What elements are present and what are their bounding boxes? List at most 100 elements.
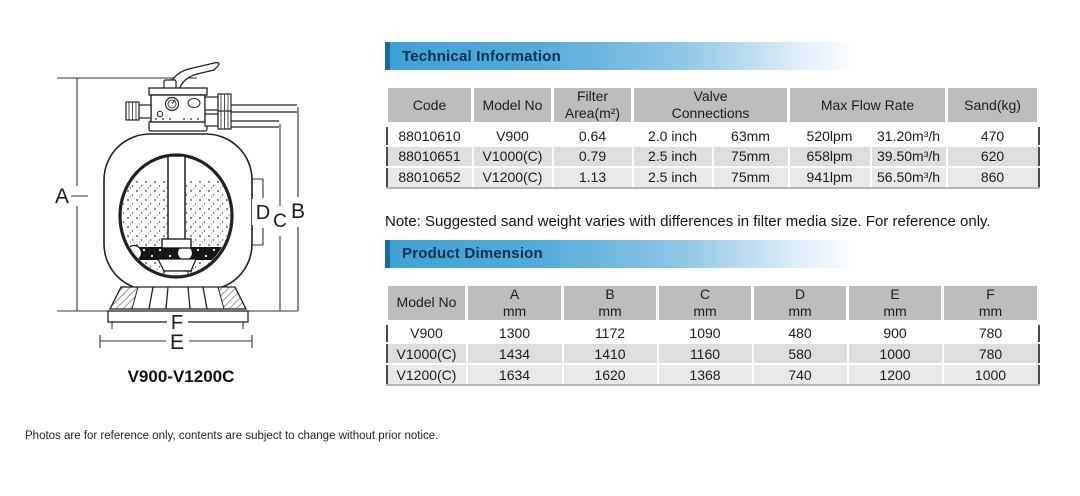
dim-header-unit: mm	[693, 302, 717, 319]
dim-cell: V1000(C)	[385, 342, 468, 365]
technical-table: Code Model No Filter Area(m²) Valve Conn…	[385, 85, 1041, 189]
tech-cell: 75mm	[711, 165, 790, 189]
tech-cell: 620	[945, 144, 1040, 168]
dim-label-f: F	[171, 312, 183, 334]
tech-header-filter-line2: Area(m²)	[564, 105, 621, 121]
tech-header-model: Model No	[471, 85, 554, 127]
filter-diagram: A D C B F E V900-V1200C	[30, 50, 370, 395]
dim-cell: 1300	[465, 321, 564, 344]
dim-cell: 1160	[656, 342, 754, 365]
dim-cell: V1200(C)	[385, 363, 468, 386]
tech-header-filter-line1: Filter	[576, 88, 609, 105]
dim-table-row: V900 1300 1172 1090 480 900 780	[385, 321, 1040, 344]
tech-header-valve-line2: Connections	[671, 105, 750, 121]
dim-cell: 1368	[656, 363, 754, 386]
dim-label-d: D	[256, 202, 270, 224]
dim-cell: 780	[941, 342, 1040, 365]
dim-cell: 1634	[465, 363, 564, 386]
tech-cell: 39.50m³/h	[869, 144, 948, 168]
dimension-table: Model No A mm B mm C mm D m	[385, 282, 1040, 386]
dim-table-row: V1000(C) 1434 1410 1160 580 1000 780	[385, 342, 1040, 365]
dim-cell: 480	[751, 321, 849, 344]
product-dimension-title: Product Dimension	[402, 245, 543, 262]
tech-cell: V1200(C)	[471, 165, 554, 189]
tech-header-filter-area: Filter Area(m²)	[551, 85, 634, 127]
tech-header-sand: Sand(kg)	[945, 85, 1041, 127]
tech-cell: 56.50m³/h	[869, 165, 948, 189]
dim-cell: 1434	[465, 342, 564, 365]
dim-header-row: Model No A mm B mm C mm D m	[385, 282, 1040, 325]
dim-cell: V900	[385, 321, 468, 344]
tech-cell: 470	[945, 123, 1040, 147]
dim-cell: 740	[751, 363, 849, 386]
tech-table-row: 88010652 V1200(C) 1.13 2.5 inch 75mm 941…	[385, 165, 1040, 189]
diagram-model-label: V900-V1200C	[128, 367, 235, 386]
tech-cell: V900	[471, 123, 554, 147]
tech-cell: 75mm	[711, 144, 790, 168]
valve-handle	[168, 61, 220, 91]
dim-header-letter: D	[794, 285, 806, 302]
dim-cell: 780	[941, 321, 1040, 344]
dim-header-a: A mm	[465, 282, 564, 325]
dim-label-b: B	[291, 200, 305, 223]
dim-header-f: F mm	[941, 282, 1040, 325]
tech-header-valve: Valve Connections	[630, 85, 791, 127]
valve-pipes	[231, 104, 297, 128]
tech-header-flow: Max Flow Rate	[787, 85, 949, 127]
multiport-valve	[125, 61, 232, 130]
filter-diagram-svg: A D C B F E V900-V1200C	[55, 61, 308, 386]
dim-label-e: E	[170, 331, 184, 354]
valve-body	[150, 94, 206, 123]
tech-cell: 31.20m³/h	[869, 123, 948, 147]
dim-header-b: B mm	[561, 282, 659, 325]
dim-cell: 1000	[846, 342, 944, 365]
tech-table-row: 88010651 V1000(C) 0.79 2.5 inch 75mm 658…	[385, 144, 1040, 168]
tech-cell: V1000(C)	[471, 144, 554, 168]
dim-label-c: C	[273, 211, 287, 232]
technical-info-bar: Technical Information	[385, 42, 1037, 70]
tech-cell: 88010652	[385, 165, 474, 189]
tech-cell: 1.13	[551, 165, 634, 189]
dim-header-letter: A	[509, 285, 520, 302]
tech-cell: 860	[945, 165, 1040, 189]
dim-header-unit: mm	[502, 302, 527, 319]
content-column: Technical Information Code Model No Filt…	[385, 42, 1041, 386]
tech-header-valve-line1: Valve	[693, 88, 728, 105]
dim-cell: 580	[751, 342, 849, 365]
dim-header-letter: F	[986, 285, 995, 302]
dim-cell: 1410	[561, 342, 659, 365]
dim-cell: 1172	[561, 321, 659, 344]
tech-cell: 0.64	[551, 123, 634, 147]
drain-fitting	[163, 270, 189, 275]
dim-cell: 1090	[656, 321, 754, 344]
dim-label-a: A	[55, 185, 69, 208]
tech-cell: 658lpm	[787, 144, 872, 168]
dim-header-c: C mm	[656, 282, 754, 325]
product-dimension-bar: Product Dimension	[385, 239, 1037, 268]
tech-table-row: 88010610 V900 0.64 2.0 inch 63mm 520lpm …	[385, 123, 1040, 147]
dim-cell: 1620	[561, 363, 659, 386]
dim-cell: 1200	[846, 363, 944, 386]
standpipe-collar	[161, 238, 192, 249]
tech-cell: 63mm	[711, 123, 790, 147]
tech-cell: 941lpm	[787, 165, 872, 189]
dim-header-unit: mm	[978, 302, 1003, 319]
tech-header-code: Code	[385, 85, 474, 127]
dim-header-letter: E	[890, 285, 900, 302]
tech-header-row: Code Model No Filter Area(m²) Valve Conn…	[385, 85, 1041, 127]
dim-cell: 900	[846, 321, 944, 344]
dim-header-letter: C	[699, 285, 711, 302]
dim-header-unit: mm	[598, 302, 622, 319]
sand-weight-note: Note: Suggested sand weight varies with …	[385, 212, 991, 230]
tech-cell: 88010610	[385, 123, 474, 147]
standpipe	[167, 155, 186, 241]
dim-header-d: D mm	[751, 282, 849, 325]
dim-table-row: V1200(C) 1634 1620 1368 740 1200 1000	[385, 363, 1040, 386]
technical-info-title: Technical Information	[402, 47, 561, 65]
tech-cell: 0.79	[551, 144, 634, 168]
dim-header-letter: B	[605, 285, 615, 302]
dim-header-unit: mm	[883, 302, 907, 319]
footer-disclaimer: Photos are for reference only, contents …	[25, 430, 439, 442]
valve-top-flange	[148, 87, 208, 96]
